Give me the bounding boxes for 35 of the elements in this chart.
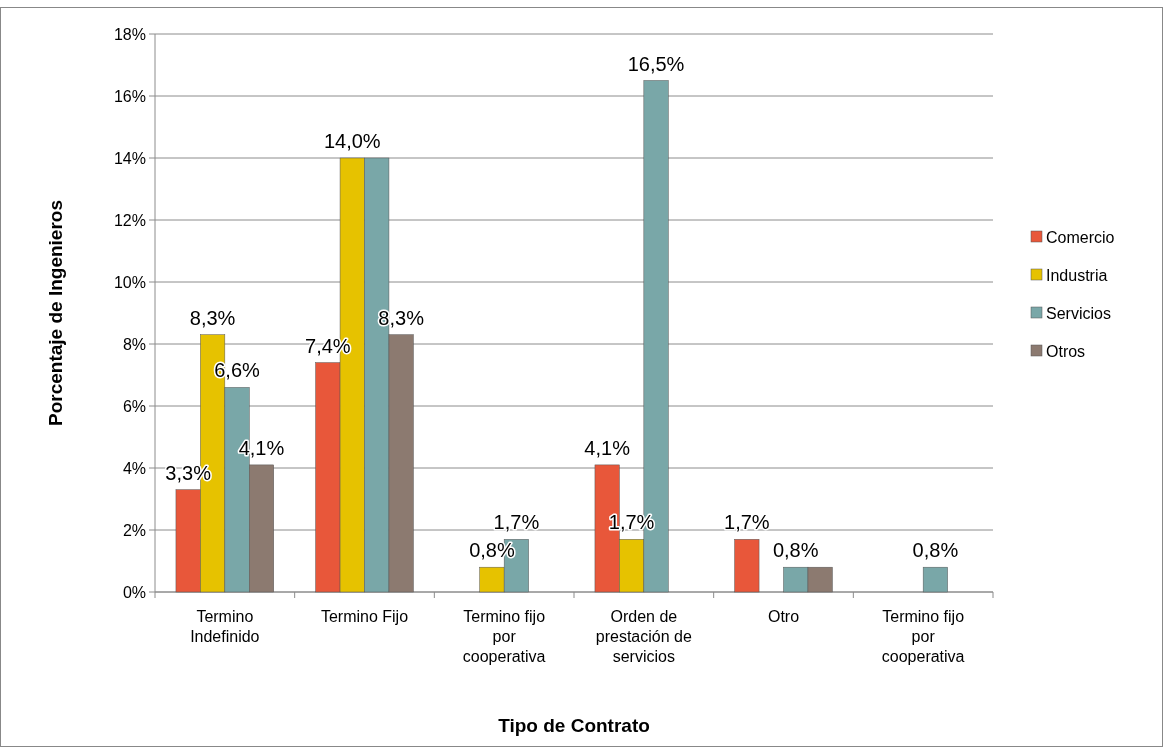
y-tick-label: 8% [122,335,146,353]
data-label: 8,3% [189,306,236,329]
data-label: 0,8% [469,539,515,562]
x-tick-label: Otro [767,608,800,625]
data-label: 0,8% [912,539,959,562]
y-tick-label: 4% [122,459,146,477]
data-label: 1,7% [724,511,770,534]
bar [734,539,760,593]
legend-label: Servicios [1046,304,1111,322]
y-axis-title: Porcentaje de Ingenieros [45,200,66,426]
legend-label: Comercio [1046,228,1115,246]
y-tick-label: 2% [122,521,146,539]
y-tick-label: 0% [122,583,146,601]
bar [922,566,948,593]
y-tick-label: 18% [113,25,146,43]
y-tick-label: 10% [113,273,146,291]
data-label: 0,8% [772,539,819,562]
data-label: 16,5% [627,52,685,75]
data-label: 8,3% [378,306,425,329]
data-label: 1,7% [493,511,540,534]
y-tick-label: 12% [113,211,146,229]
x-tick-label: Termino fijo por cooperativa [881,608,965,665]
data-label: 4,1% [584,436,631,459]
x-tick-label: Termino Indefinido [190,608,260,645]
legend-label: Otros [1046,342,1086,360]
x-tick-label: Orden de prestación de servicios [595,608,692,665]
x-tick-label: Termino Fijo [320,608,409,625]
data-label: 4,1% [238,436,285,459]
x-tick-label: Termino fijo por cooperativa [462,608,546,665]
legend-label: Industria [1046,266,1108,284]
x-axis-title: Tipo de Contrato [498,715,650,736]
y-tick-label: 6% [122,397,146,415]
y-tick-label: 14% [113,149,146,167]
data-label: 14,0% [323,130,381,152]
y-tick-label: 16% [113,87,146,105]
